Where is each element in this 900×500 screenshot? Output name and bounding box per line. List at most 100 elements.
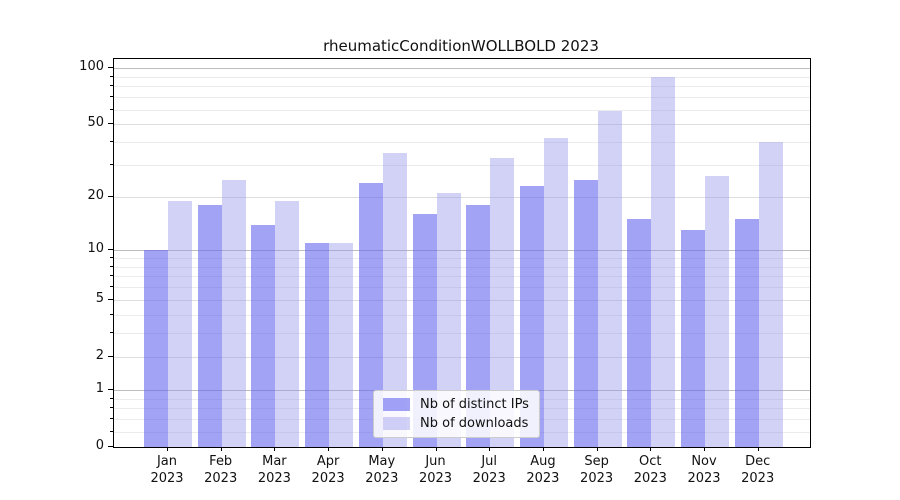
x-label-month: Nov: [691, 454, 717, 469]
x-label-year: 2023: [418, 471, 453, 486]
y-tick-label-10: 10: [87, 241, 104, 257]
gridline: [114, 124, 810, 126]
legend: Nb of distinct IPs Nb of downloads: [373, 390, 540, 438]
bar-downloads-nov: [705, 176, 729, 447]
y-minor-tick-mark: [110, 85, 113, 87]
x-tick-mark-apr: [328, 447, 330, 451]
x-label-year: 2023: [204, 471, 238, 486]
x-tick-label-jun: Jun 2023: [408, 453, 464, 487]
x-label-month: Mar: [262, 454, 287, 469]
x-label-month: Sep: [584, 454, 609, 469]
gridline-minor: [114, 109, 810, 111]
x-label-month: Feb: [209, 454, 233, 469]
gridline-minor: [114, 142, 810, 144]
y-minor-tick-mark: [110, 431, 113, 433]
gridline-major: [114, 68, 810, 70]
bar-ips-jan: [144, 250, 168, 447]
y-minor-tick-mark: [110, 313, 113, 315]
gridline-minor: [114, 97, 810, 99]
x-tick-label-may: May 2023: [354, 453, 410, 487]
y-minor-tick-mark: [110, 407, 113, 409]
x-tick-mark-aug: [542, 447, 544, 451]
x-label-month: Jun: [425, 454, 446, 469]
x-label-month: Dec: [745, 454, 771, 469]
bar-downloads-apr: [329, 243, 354, 447]
x-label-month: Oct: [639, 454, 662, 469]
x-tick-label-jan: Jan 2023: [139, 453, 195, 487]
y-tick-label-100: 100: [79, 59, 104, 75]
x-label-year: 2023: [580, 471, 614, 486]
x-tick-label-sep: Sep 2023: [569, 453, 625, 487]
x-tick-mark-feb: [220, 447, 222, 451]
x-tick-label-oct: Oct 2023: [622, 453, 678, 487]
x-tick-mark-jul: [489, 447, 491, 451]
bar-ips-nov: [681, 230, 705, 447]
y-tick-mark: [108, 249, 113, 251]
y-minor-tick-mark: [110, 332, 113, 334]
gridline: [114, 197, 810, 199]
legend-swatch-ips: [383, 398, 410, 411]
x-label-month: Jul: [481, 454, 498, 469]
x-tick-mark-dec: [757, 447, 759, 451]
gridline-minor: [114, 287, 810, 289]
y-minor-tick-mark: [110, 275, 113, 277]
y-tick-mark: [108, 389, 113, 391]
x-label-month: Jan: [156, 454, 178, 469]
x-label-year: 2023: [472, 471, 506, 486]
x-tick-mark-oct: [650, 447, 652, 451]
x-label-year: 2023: [365, 471, 399, 486]
x-tick-mark-mar: [274, 447, 276, 451]
y-minor-tick-mark: [110, 397, 113, 399]
bar-downloads-sep: [597, 110, 622, 447]
legend-item-distinct-ips: Nb of distinct IPs: [383, 397, 529, 412]
gridline-minor: [114, 314, 810, 316]
bar-ips-oct: [627, 219, 652, 447]
legend-label-downloads: Nb of downloads: [420, 416, 529, 431]
y-minor-tick-mark: [110, 265, 113, 267]
x-tick-label-mar: Mar 2023: [246, 453, 302, 487]
bar-downloads-jan: [168, 201, 192, 447]
gridline-minor: [114, 266, 810, 268]
x-label-month: Apr: [316, 454, 340, 469]
bar-ips-mar: [251, 224, 276, 447]
x-tick-label-feb: Feb 2023: [193, 453, 249, 487]
x-tick-label-apr: Apr 2023: [300, 453, 356, 487]
bar-downloads-mar: [275, 201, 300, 447]
x-tick-label-aug: Aug 2023: [515, 453, 571, 487]
x-label-month: Aug: [530, 454, 556, 469]
x-label-year: 2023: [687, 471, 721, 486]
bar-downloads-dec: [758, 142, 783, 447]
y-minor-tick-mark: [110, 164, 113, 166]
x-label-year: 2023: [741, 471, 775, 486]
bar-downloads-feb: [221, 179, 246, 447]
legend-label-ips: Nb of distinct IPs: [420, 397, 529, 412]
y-minor-tick-mark: [110, 286, 113, 288]
y-tick-label-1: 1: [95, 381, 104, 397]
x-tick-label-dec: Dec 2023: [730, 453, 786, 487]
y-minor-tick-mark: [110, 96, 113, 98]
x-label-year: 2023: [633, 471, 667, 486]
y-tick-mark: [108, 298, 113, 300]
y-tick-label-2: 2: [95, 347, 104, 363]
y-minor-tick-mark: [110, 75, 113, 77]
x-label-year: 2023: [311, 471, 345, 486]
y-minor-tick-mark: [110, 257, 113, 258]
x-tick-mark-nov: [704, 447, 705, 451]
bar-ips-apr: [305, 243, 330, 447]
bar-ips-feb: [197, 205, 222, 447]
y-tick-mark: [108, 446, 113, 447]
y-tick-label-5: 5: [95, 290, 104, 306]
gridline-major: [114, 250, 810, 252]
y-minor-tick-mark: [110, 418, 113, 420]
plot-area: Nb of distinct IPs Nb of downloads: [113, 58, 811, 448]
y-tick-mark: [108, 123, 113, 125]
gridline-minor: [114, 76, 810, 78]
x-tick-mark-jun: [435, 447, 437, 451]
x-label-month: May: [368, 454, 396, 469]
bar-ips-dec: [734, 219, 759, 447]
y-tick-label-50: 50: [87, 115, 104, 131]
gridline: [114, 356, 810, 358]
x-tick-mark-sep: [596, 447, 598, 451]
x-label-year: 2023: [257, 471, 291, 486]
gridline-minor: [114, 276, 810, 278]
